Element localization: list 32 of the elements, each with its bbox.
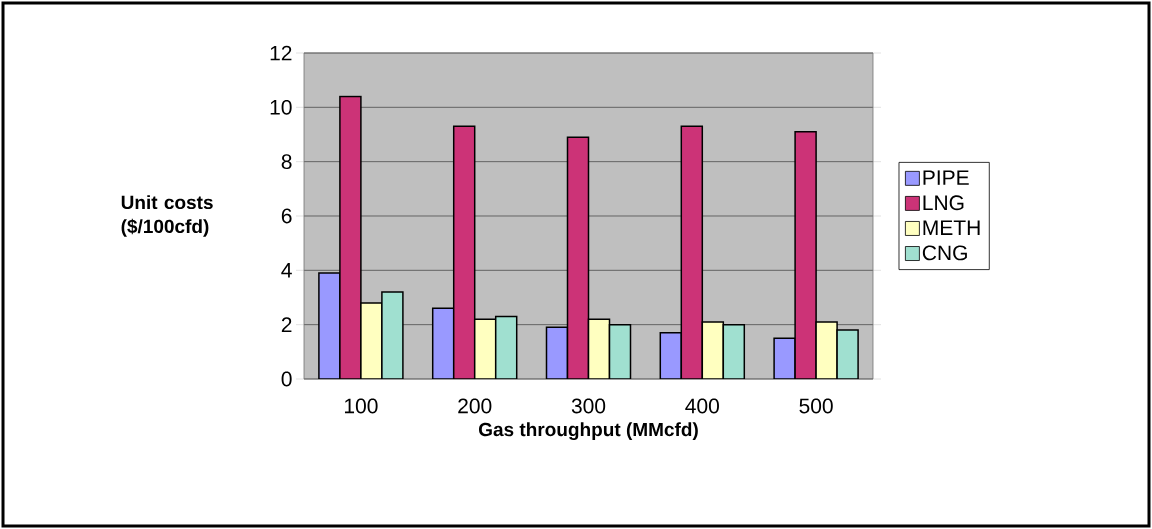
bar (453, 126, 475, 379)
x-tick-label: 500 (799, 398, 833, 414)
y-tick-label: 0 (281, 371, 292, 387)
bar (495, 316, 517, 379)
legend-label: LNG (923, 195, 964, 211)
legend-label: CNG (922, 245, 967, 261)
bar (723, 324, 745, 379)
x-tick-label: 300 (571, 398, 606, 414)
y-tick-label: 12 (270, 45, 292, 61)
bar (702, 321, 724, 379)
bar (681, 126, 703, 379)
bar (339, 96, 361, 379)
bar (588, 319, 610, 379)
x-tick-label: 200 (458, 398, 492, 414)
bar (474, 319, 496, 379)
y-tick-label: 6 (281, 208, 292, 224)
bar (567, 137, 589, 379)
y-tick-label: 10 (270, 99, 292, 115)
x-axis-title: Gas throughput (MMcfd) (479, 422, 698, 441)
legend-label: PIPE (923, 170, 969, 185)
y-axis-title: Unit costs ($/100cfd) (121, 195, 213, 237)
bar (609, 324, 631, 379)
y-tick-label: 2 (281, 317, 292, 332)
y-tick-label: 4 (281, 263, 292, 278)
bar (546, 327, 568, 379)
bar (794, 131, 817, 379)
x-tick-label: 100 (344, 398, 378, 414)
x-tick-label: 400 (685, 398, 719, 414)
legend-label: METH (923, 220, 980, 235)
bar (432, 308, 454, 379)
bar (660, 332, 682, 379)
y-tick-label: 8 (281, 154, 292, 170)
